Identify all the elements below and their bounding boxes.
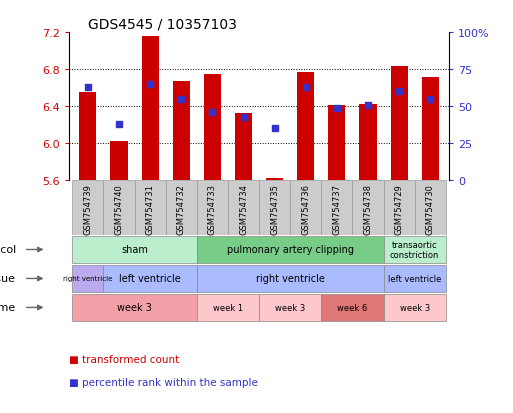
Bar (360, 105, 377, 181)
Bar (384, 294, 446, 322)
Text: week 3: week 3 (275, 303, 305, 312)
Bar (104, 265, 197, 293)
Text: GSM754740: GSM754740 (114, 183, 124, 234)
Bar (259, 181, 290, 235)
Bar (321, 294, 384, 322)
Bar (384, 265, 446, 293)
Point (364, 102, 372, 109)
Point (270, 126, 279, 133)
Text: GSM754732: GSM754732 (177, 183, 186, 234)
Text: protocol: protocol (0, 245, 16, 255)
Bar (259, 294, 321, 322)
Text: week 3: week 3 (117, 303, 152, 313)
Text: week 1: week 1 (213, 303, 243, 312)
Bar (328, 106, 345, 181)
Text: ■ percentile rank within the sample: ■ percentile rank within the sample (69, 377, 258, 387)
Text: GSM754730: GSM754730 (426, 183, 435, 234)
Bar (390, 67, 408, 181)
Point (208, 109, 216, 116)
Text: GSM754735: GSM754735 (270, 183, 279, 234)
Bar (352, 181, 384, 235)
Text: left ventricle: left ventricle (388, 274, 441, 283)
Text: GSM754729: GSM754729 (394, 183, 404, 234)
Bar (197, 294, 259, 322)
Point (240, 114, 248, 121)
Text: time: time (0, 303, 16, 313)
Point (146, 81, 154, 88)
Bar (134, 181, 166, 235)
Bar (197, 181, 228, 235)
Text: ■ transformed count: ■ transformed count (69, 354, 180, 364)
Point (395, 89, 403, 95)
Bar (422, 77, 439, 181)
Bar (204, 75, 221, 181)
Text: sham: sham (121, 245, 148, 255)
Bar (142, 37, 159, 181)
Text: GDS4545 / 10357103: GDS4545 / 10357103 (88, 18, 237, 32)
Text: week 3: week 3 (400, 303, 430, 312)
Bar (321, 181, 352, 235)
Bar (290, 181, 321, 235)
Bar (173, 82, 190, 181)
Text: transaortic
constriction: transaortic constriction (390, 240, 439, 259)
Text: GSM754736: GSM754736 (301, 183, 310, 235)
Point (302, 84, 310, 91)
Point (115, 121, 123, 128)
Bar (266, 179, 283, 181)
Text: GSM754731: GSM754731 (146, 183, 154, 234)
Bar (197, 265, 384, 293)
Text: pulmonary artery clipping: pulmonary artery clipping (227, 245, 353, 255)
Bar (72, 181, 104, 235)
Bar (72, 236, 197, 264)
Bar (72, 294, 197, 322)
Text: right ventricle: right ventricle (256, 274, 325, 284)
Text: GSM754734: GSM754734 (239, 183, 248, 234)
Bar (197, 236, 384, 264)
Point (333, 105, 341, 112)
Text: week 6: week 6 (337, 303, 367, 312)
Text: left ventricle: left ventricle (120, 274, 181, 284)
Text: GSM754737: GSM754737 (332, 183, 341, 235)
Point (177, 96, 185, 103)
Point (426, 96, 435, 103)
Bar (104, 181, 134, 235)
Text: tissue: tissue (0, 274, 16, 284)
Bar (110, 142, 128, 181)
Text: GSM754739: GSM754739 (84, 183, 92, 234)
Bar (72, 265, 104, 293)
Bar (80, 93, 96, 181)
Bar (384, 236, 446, 264)
Bar (384, 181, 415, 235)
Bar (297, 73, 314, 181)
Point (84, 84, 92, 91)
Text: right ventricle: right ventricle (63, 276, 113, 282)
Text: GSM754738: GSM754738 (364, 183, 372, 235)
Bar (228, 181, 259, 235)
Text: GSM754733: GSM754733 (208, 183, 217, 235)
Bar (235, 114, 252, 181)
Bar (166, 181, 197, 235)
Bar (415, 181, 446, 235)
